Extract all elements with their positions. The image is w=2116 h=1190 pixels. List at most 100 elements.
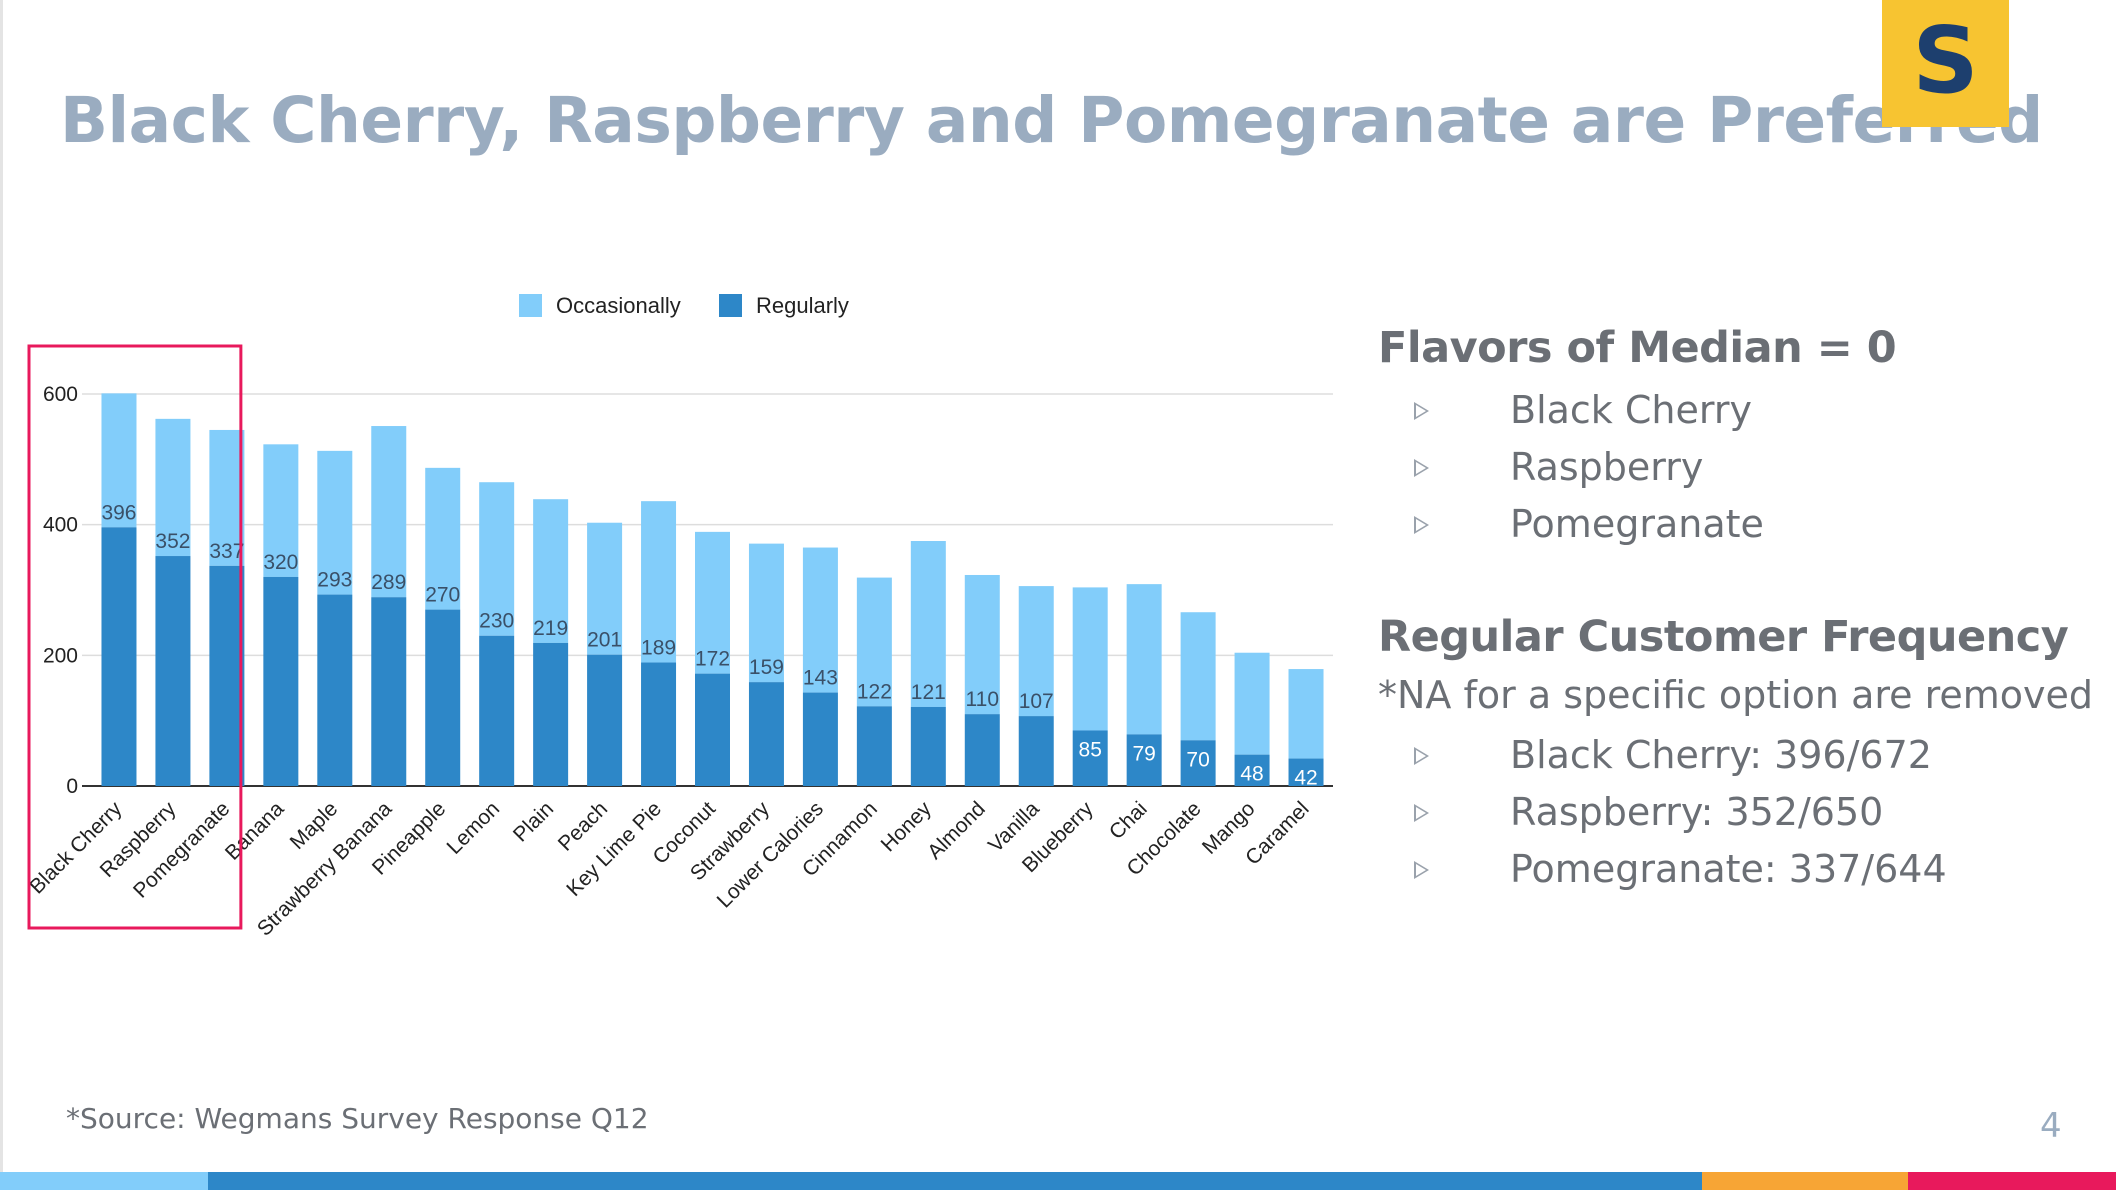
data-label: 289 — [371, 571, 406, 594]
frequency-heading: Regular Customer Frequency — [1378, 612, 2069, 662]
data-label: 42 — [1294, 767, 1317, 790]
bar-occasionally — [910, 541, 946, 707]
x-category-label: Chai — [1105, 797, 1152, 844]
list-item: Black Cherry — [1378, 382, 2098, 439]
bar-occasionally — [317, 450, 353, 595]
x-category-label: Plain — [509, 797, 558, 846]
list-item-label: Pomegranate: 337/644 — [1510, 847, 1947, 891]
x-category-label: Banana — [221, 797, 289, 865]
y-tick-label: 0 — [66, 775, 78, 798]
data-label: 107 — [1019, 690, 1054, 713]
list-item: Black Cherry: 396/672 — [1378, 727, 2098, 784]
data-label: 189 — [641, 637, 676, 660]
data-label: 270 — [425, 584, 460, 607]
median-heading: Flavors of Median = 0 — [1378, 323, 1897, 373]
bar-regularly — [209, 565, 245, 786]
data-label: 320 — [263, 551, 298, 574]
data-label: 293 — [317, 569, 352, 592]
list-item: Pomegranate — [1378, 496, 2098, 553]
bar-occasionally — [1234, 652, 1270, 755]
legend-swatch-regularly — [719, 294, 742, 317]
data-label: 337 — [209, 540, 244, 563]
bar-regularly — [479, 635, 515, 786]
bar-occasionally — [101, 393, 137, 528]
bar-occasionally — [641, 501, 677, 663]
bar-occasionally — [964, 574, 1000, 715]
bar-occasionally — [1288, 669, 1324, 759]
list-item-label: Black Cherry — [1510, 388, 1752, 432]
bar-occasionally — [533, 499, 569, 643]
data-label: 143 — [803, 667, 838, 690]
bar-occasionally — [1018, 586, 1054, 717]
bar-occasionally — [209, 429, 245, 566]
bar-regularly — [587, 654, 623, 786]
bar-occasionally — [1072, 587, 1108, 731]
frequency-list: Black Cherry: 396/672 Raspberry: 352/650… — [1378, 727, 2098, 898]
bar-occasionally — [856, 577, 892, 707]
bullet-triangle-icon — [1414, 515, 1429, 534]
data-label: 48 — [1240, 763, 1263, 786]
bullet-triangle-icon — [1414, 803, 1429, 822]
list-item: Raspberry: 352/650 — [1378, 784, 2098, 841]
highlight-box — [27, 344, 243, 930]
data-label: 201 — [587, 629, 622, 652]
footer-bar-orange — [1702, 1172, 1908, 1190]
list-item-label: Pomegranate — [1510, 502, 1764, 546]
bar-regularly — [641, 662, 677, 786]
bullet-triangle-icon — [1414, 401, 1429, 420]
bar-regularly — [802, 692, 838, 786]
bar-occasionally — [748, 543, 784, 683]
legend-swatch-occasionally — [519, 294, 542, 317]
bullet-triangle-icon — [1414, 458, 1429, 477]
bar-occasionally — [695, 531, 730, 674]
legend-label-regularly: Regularly — [756, 293, 849, 318]
footer-bar-blue — [208, 1172, 1702, 1190]
bar-regularly — [371, 597, 407, 786]
bullet-triangle-icon — [1414, 746, 1429, 765]
y-tick-label: 400 — [43, 514, 78, 537]
bar-regularly — [910, 706, 946, 786]
logo: S — [1882, 0, 2009, 127]
data-label: 352 — [155, 530, 190, 553]
bar-occasionally — [155, 418, 191, 557]
data-label: 70 — [1186, 748, 1209, 771]
bar-occasionally — [371, 426, 407, 598]
bar-regularly — [425, 609, 461, 786]
data-label: 121 — [911, 681, 946, 704]
data-label: 219 — [533, 617, 568, 640]
bar-regularly — [748, 682, 784, 786]
summary-panel: Flavors of Median = 0 Black Cherry Raspb… — [1378, 318, 2098, 898]
list-item: Pomegranate: 337/644 — [1378, 841, 2098, 898]
na-note: *NA for a specific option are removed — [1378, 673, 2094, 717]
y-tick-label: 200 — [43, 644, 78, 667]
bar-occasionally — [587, 522, 623, 655]
bar-regularly — [101, 527, 137, 786]
source-note: *Source: Wegmans Survey Response Q12 — [66, 1102, 649, 1135]
bar-regularly — [1180, 740, 1216, 786]
data-label: 396 — [101, 501, 136, 524]
x-category-label: Pomegranate — [129, 797, 234, 902]
y-tick-label: 600 — [43, 383, 78, 406]
bar-regularly — [533, 642, 569, 786]
x-category-label: Black Cherry — [25, 797, 127, 899]
data-label: 230 — [479, 610, 514, 633]
bar-occasionally — [1180, 612, 1216, 741]
footer-bar-light-blue — [0, 1172, 208, 1190]
data-label: 110 — [966, 688, 999, 711]
bar-occasionally — [479, 482, 515, 636]
x-category-label: Lemon — [443, 797, 505, 859]
median-flavor-list: Black Cherry Raspberry Pomegranate — [1378, 382, 2098, 553]
x-category-label: Almond — [923, 797, 990, 864]
data-label: 172 — [695, 648, 730, 671]
bar-regularly — [1288, 758, 1324, 786]
bar-occasionally — [802, 547, 838, 693]
bar-regularly — [964, 714, 1000, 786]
bar-regularly — [263, 576, 299, 786]
list-item: Raspberry — [1378, 439, 2098, 496]
slide-title: Black Cherry, Raspberry and Pomegranate … — [60, 84, 2043, 157]
page-number: 4 — [2040, 1106, 2062, 1146]
list-item-label: Raspberry: 352/650 — [1510, 790, 1884, 834]
list-item-label: Raspberry — [1510, 445, 1704, 489]
bar-occasionally — [1126, 584, 1162, 735]
